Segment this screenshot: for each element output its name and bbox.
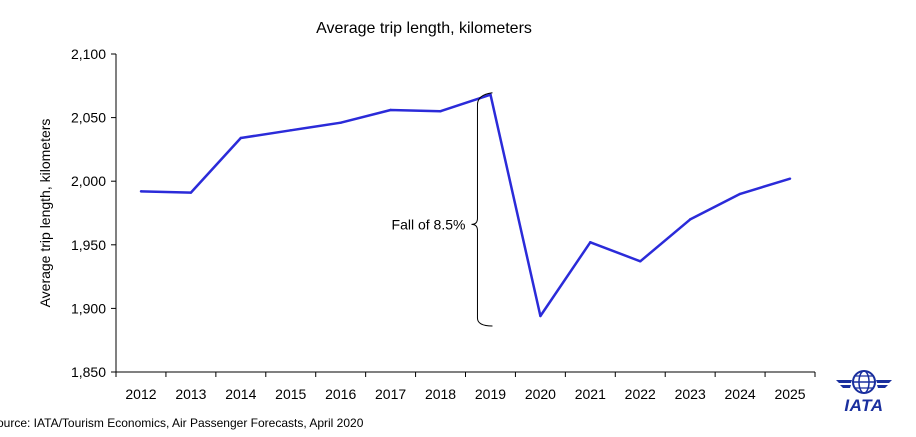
series-line	[140, 93, 791, 318]
x-tick-label: 2018	[425, 386, 456, 402]
y-tick-label: 2,000	[71, 173, 106, 189]
logo-text: IATA	[844, 396, 884, 415]
globe-wings-icon	[836, 370, 892, 394]
x-tick-label: 2020	[525, 386, 556, 402]
y-tick-label: 1,850	[71, 364, 106, 380]
data-point	[139, 190, 143, 193]
y-tick-label: 2,050	[71, 110, 106, 126]
data-point	[389, 108, 392, 112]
chart-title: Average trip length, kilometers	[316, 20, 532, 37]
x-tick-label: 2022	[625, 386, 656, 402]
x-tick-label: 2023	[675, 386, 706, 402]
annotation-label: Fall of 8.5%	[392, 216, 466, 232]
x-tick-label: 2015	[275, 386, 306, 402]
x-tick-label: 2017	[375, 386, 406, 402]
data-point	[289, 129, 292, 132]
y-tick-label: 1,950	[71, 237, 106, 253]
x-tick-label: 2014	[225, 386, 256, 402]
y-axis-label: Average trip length, kilometers	[37, 119, 53, 308]
y-tick-label: 2,100	[71, 46, 106, 62]
data-point	[788, 177, 792, 180]
x-tick-label: 2016	[325, 386, 356, 402]
annotation-bracket	[471, 92, 493, 327]
data-point	[339, 121, 342, 124]
y-tick-label: 1,900	[71, 300, 106, 316]
x-tick-label: 2025	[774, 386, 805, 402]
source-note: ource: IATA/Tourism Economics, Air Passe…	[0, 416, 364, 430]
data-point	[539, 314, 542, 318]
data-point	[589, 241, 592, 244]
data-point	[738, 192, 742, 196]
data-point	[688, 218, 692, 221]
x-tick-label: 2012	[125, 386, 156, 402]
data-point	[439, 110, 442, 113]
x-tick-label: 2021	[575, 386, 606, 402]
data-point	[639, 260, 642, 263]
x-tick-label: 2024	[725, 386, 756, 402]
x-tick-label: 2013	[175, 386, 206, 402]
iata-logo: IATA	[834, 368, 894, 415]
data-point	[489, 93, 492, 96]
x-tick-label: 2019	[475, 386, 506, 402]
data-point	[189, 191, 193, 194]
data-point	[239, 136, 243, 140]
